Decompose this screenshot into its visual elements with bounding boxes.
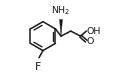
Polygon shape [60,20,62,36]
Text: F: F [35,62,41,72]
Text: NH$_2$: NH$_2$ [51,5,71,17]
Text: OH: OH [87,27,101,36]
Text: O: O [87,37,94,46]
